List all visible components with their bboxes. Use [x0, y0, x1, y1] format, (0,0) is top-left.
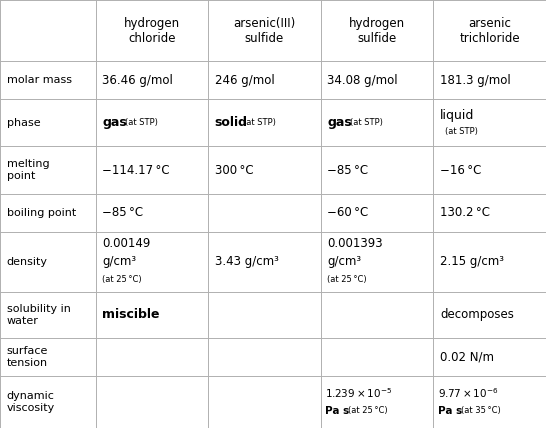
Text: Pa s: Pa s	[438, 405, 462, 416]
Text: molar mass: molar mass	[7, 75, 72, 85]
Text: surface
tension: surface tension	[7, 346, 48, 368]
Text: (at STP): (at STP)	[351, 119, 383, 128]
Text: density: density	[7, 257, 48, 267]
Text: −114.17 °C: −114.17 °C	[102, 163, 170, 177]
Text: $9.77\times10^{-6}$: $9.77\times10^{-6}$	[438, 386, 498, 400]
Text: g/cm³: g/cm³	[328, 256, 361, 268]
Text: 3.43 g/cm³: 3.43 g/cm³	[215, 256, 278, 268]
Text: liquid: liquid	[440, 109, 474, 122]
Text: hydrogen
chloride: hydrogen chloride	[124, 17, 180, 45]
Text: 2.15 g/cm³: 2.15 g/cm³	[440, 256, 504, 268]
Text: 130.2 °C: 130.2 °C	[440, 206, 490, 219]
Text: 181.3 g/mol: 181.3 g/mol	[440, 74, 511, 87]
Text: −60 °C: −60 °C	[328, 206, 369, 219]
Text: (at STP): (at STP)	[125, 119, 158, 128]
Text: gas: gas	[102, 116, 127, 129]
Text: 34.08 g/mol: 34.08 g/mol	[328, 74, 398, 87]
Text: arsenic
trichloride: arsenic trichloride	[459, 17, 520, 45]
Text: melting
point: melting point	[7, 159, 49, 181]
Text: (at STP): (at STP)	[446, 127, 478, 136]
Text: solid: solid	[215, 116, 248, 129]
Text: arsenic(III)
sulfide: arsenic(III) sulfide	[233, 17, 295, 45]
Text: boiling point: boiling point	[7, 208, 76, 217]
Text: dynamic
viscosity: dynamic viscosity	[7, 391, 55, 413]
Text: solubility in
water: solubility in water	[7, 304, 70, 326]
Text: (at 25 °C): (at 25 °C)	[348, 406, 388, 415]
Text: decomposes: decomposes	[440, 309, 514, 321]
Text: (at STP): (at STP)	[243, 119, 276, 128]
Text: (at 35 °C): (at 35 °C)	[461, 406, 501, 415]
Text: −85 °C: −85 °C	[328, 163, 369, 177]
Text: miscible: miscible	[102, 309, 159, 321]
Text: 246 g/mol: 246 g/mol	[215, 74, 275, 87]
Text: (at 25 °C): (at 25 °C)	[328, 276, 367, 285]
Text: 36.46 g/mol: 36.46 g/mol	[102, 74, 173, 87]
Text: −16 °C: −16 °C	[440, 163, 482, 177]
Text: (at 25 °C): (at 25 °C)	[102, 276, 142, 285]
Text: −85 °C: −85 °C	[102, 206, 143, 219]
Text: hydrogen
sulfide: hydrogen sulfide	[349, 17, 405, 45]
Text: 0.00149: 0.00149	[102, 237, 151, 250]
Text: $1.239\times10^{-5}$: $1.239\times10^{-5}$	[325, 386, 393, 400]
Text: g/cm³: g/cm³	[102, 256, 136, 268]
Text: Pa s: Pa s	[325, 405, 349, 416]
Text: phase: phase	[7, 118, 40, 128]
Text: 0.001393: 0.001393	[328, 237, 383, 250]
Text: 0.02 N/m: 0.02 N/m	[440, 351, 494, 363]
Text: gas: gas	[328, 116, 352, 129]
Text: 300 °C: 300 °C	[215, 163, 253, 177]
